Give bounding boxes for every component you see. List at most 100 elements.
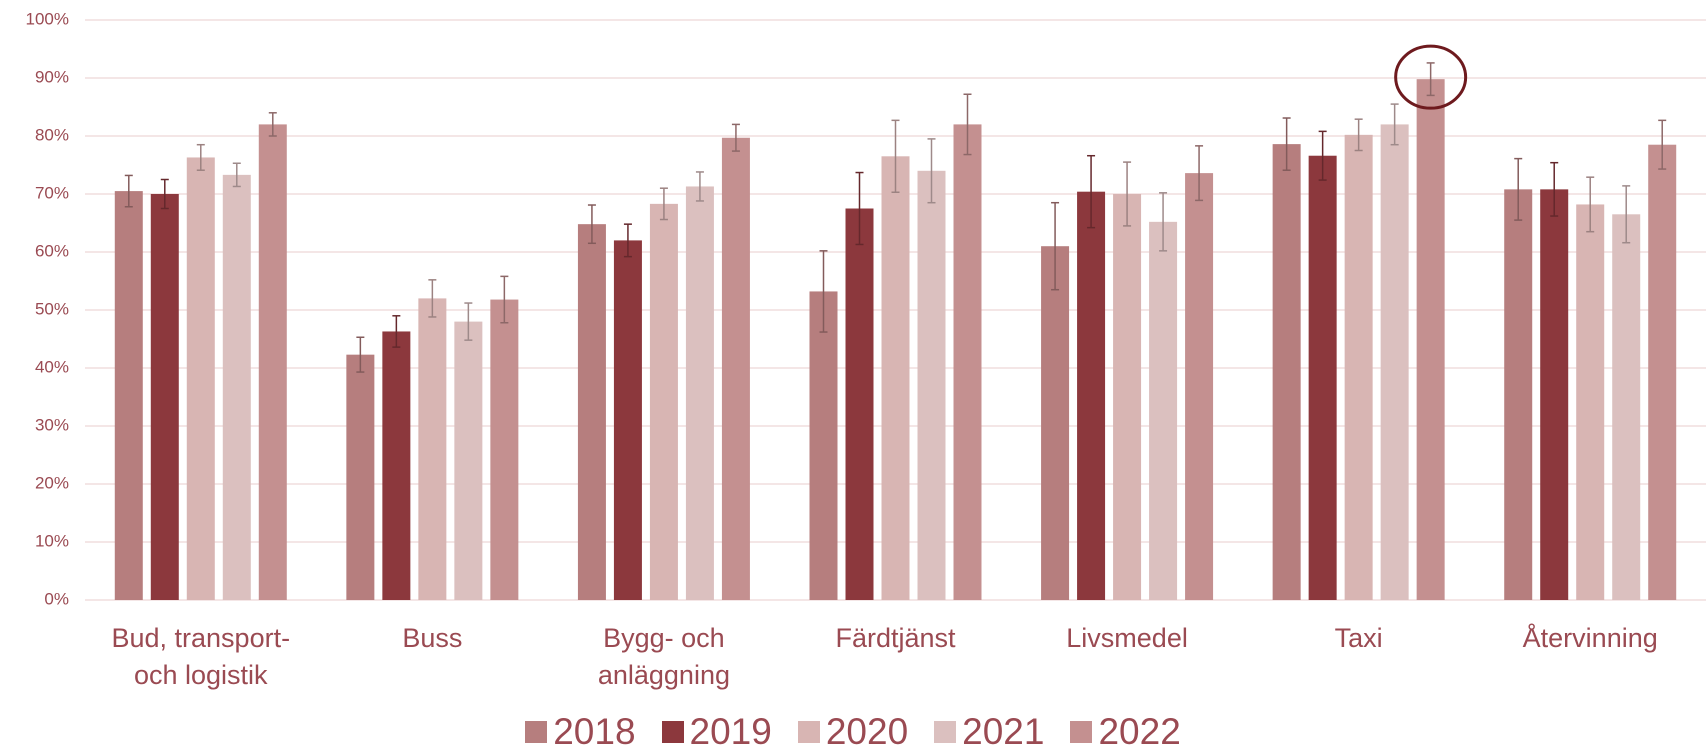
x-tick-label: Bud, transport- och logistik — [111, 623, 291, 690]
legend-swatch — [1070, 721, 1093, 743]
error-bar — [1195, 145, 1204, 202]
x-tick-label: Taxi — [1334, 623, 1383, 653]
error-bar — [196, 143, 205, 171]
bar — [1576, 204, 1605, 600]
bar — [1540, 189, 1569, 601]
error-bar — [232, 162, 241, 188]
error-bar — [695, 171, 704, 202]
bar — [490, 299, 519, 600]
legend-item: 2022 — [1070, 711, 1181, 752]
bar — [845, 208, 874, 600]
y-tick-label: 30% — [35, 415, 69, 434]
y-tick-label: 90% — [35, 67, 69, 86]
bar — [150, 194, 179, 600]
error-bar — [1087, 154, 1096, 229]
error-bar — [927, 138, 936, 204]
bar — [1612, 214, 1641, 601]
x-tick-label: Buss — [402, 623, 463, 653]
bar — [1648, 144, 1677, 600]
chart: 0% 10% 20% 30% 40% 50% 60% 70% 80% 90% 100% — [26, 9, 1706, 608]
bar — [1380, 124, 1409, 601]
error-bar — [1318, 130, 1327, 181]
error-bar — [268, 112, 277, 137]
legend-swatch — [934, 721, 957, 743]
y-tick-label: 40% — [35, 357, 69, 376]
legend-item: 2019 — [661, 711, 772, 752]
y-tick-label: 10% — [35, 531, 69, 550]
error-bar — [731, 123, 740, 152]
error-bar — [1282, 117, 1291, 171]
error-bar — [1123, 161, 1132, 227]
bar — [258, 124, 287, 601]
error-bar — [500, 275, 509, 324]
bar — [1344, 134, 1373, 600]
bar — [1041, 246, 1070, 600]
legend-label: 2019 — [689, 711, 772, 752]
x-tick-label: Färdtjänst — [835, 623, 956, 653]
bar — [809, 291, 838, 600]
y-tick-label: 70% — [35, 183, 69, 202]
error-bar — [819, 250, 828, 333]
y-tick-label: 20% — [35, 473, 69, 492]
error-bar — [1586, 176, 1595, 233]
y-tick-label: 100% — [26, 9, 69, 28]
bar — [577, 224, 606, 600]
bar — [917, 170, 946, 601]
error-bar — [1622, 185, 1631, 244]
bar — [1416, 79, 1445, 600]
x-tick-label: Återvinning — [1522, 623, 1658, 653]
bar — [1113, 194, 1142, 600]
error-bar — [623, 223, 632, 258]
legend-item: 2018 — [525, 712, 636, 752]
legend-swatch — [661, 721, 684, 743]
error-bar — [1658, 119, 1667, 170]
error-bar — [124, 174, 133, 208]
highlight-circle — [1394, 44, 1468, 110]
bar — [685, 186, 714, 600]
error-bar — [1159, 192, 1168, 252]
legend-swatch — [797, 721, 820, 743]
bar — [222, 174, 251, 601]
bar — [1504, 189, 1533, 601]
legend-swatch — [525, 721, 548, 743]
legend-label: 2021 — [962, 711, 1045, 752]
bar — [1149, 221, 1178, 600]
error-bar — [160, 178, 169, 210]
error-bar — [891, 119, 900, 194]
y-tick-label: 80% — [35, 125, 69, 144]
legend-label: 2022 — [1098, 711, 1181, 752]
bar — [1185, 173, 1214, 600]
error-bar — [1354, 118, 1363, 152]
bar — [382, 331, 411, 600]
error-bar — [464, 302, 473, 341]
bar — [346, 354, 375, 600]
bar — [881, 156, 910, 601]
legend: 2018 2019 2020 2021 2022 — [0, 712, 1706, 752]
legend-item: 2020 — [797, 711, 909, 752]
bar — [1077, 191, 1106, 600]
bar — [721, 137, 750, 601]
bar — [953, 124, 982, 601]
bar — [186, 157, 215, 600]
error-bar — [1550, 161, 1559, 217]
error-bar — [356, 336, 365, 373]
bar — [613, 240, 642, 600]
legend-item: 2021 — [934, 712, 1044, 752]
y-tick-label: 50% — [35, 299, 69, 318]
error-bar — [1051, 201, 1060, 291]
bar — [454, 321, 483, 600]
error-bar — [1514, 157, 1523, 221]
error-bar — [1426, 62, 1435, 97]
x-tick-label: Livsmedel — [1066, 623, 1188, 653]
legend-label: 2020 — [825, 711, 909, 752]
error-bar — [1390, 103, 1399, 146]
error-bar — [855, 171, 864, 246]
bar — [1308, 155, 1337, 600]
y-tick-label: 0% — [44, 589, 69, 608]
y-tick-label: 60% — [35, 241, 69, 260]
error-bar — [587, 204, 596, 245]
bar — [1272, 144, 1301, 600]
error-bar — [392, 315, 401, 348]
error-bar — [428, 279, 437, 318]
